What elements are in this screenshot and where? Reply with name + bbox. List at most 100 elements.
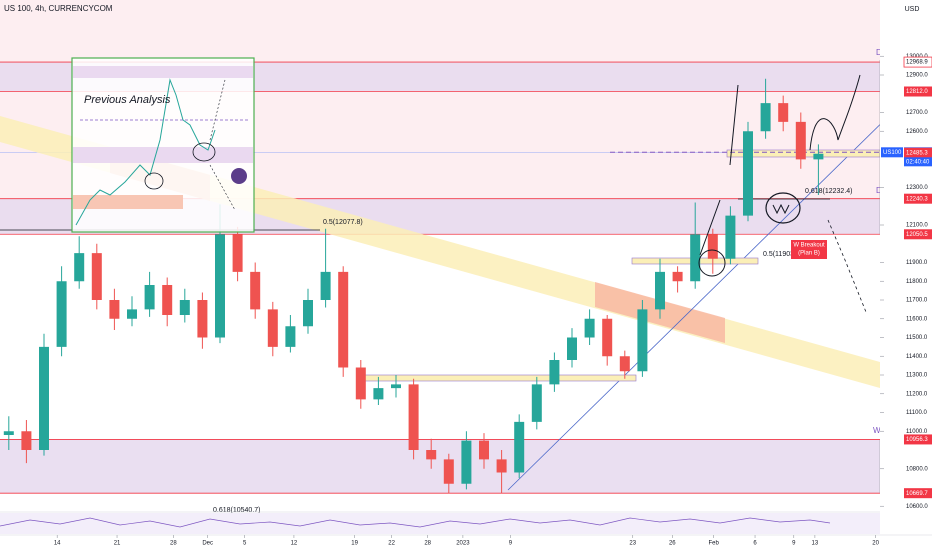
inset-zone xyxy=(73,66,253,78)
candle-body xyxy=(285,326,296,347)
inset-band xyxy=(73,195,183,209)
price-tag-label: 10956.3 xyxy=(906,437,928,443)
candle-body xyxy=(215,234,225,338)
inset: Previous Analysis xyxy=(71,57,255,233)
candle-body xyxy=(567,337,577,360)
candle-body xyxy=(549,360,560,385)
candle-body xyxy=(531,384,542,422)
y-tick-label: 11800.0 xyxy=(906,279,928,285)
x-tick-label: 12 xyxy=(291,541,298,547)
y-tick-label: 11900.0 xyxy=(906,260,928,266)
candle-body xyxy=(3,431,14,435)
inset-badge xyxy=(231,168,247,184)
countdown-tag xyxy=(904,157,932,167)
inset-price xyxy=(75,78,216,226)
price-tag xyxy=(903,56,932,68)
breakout-tag xyxy=(791,240,827,259)
candle-body xyxy=(39,346,49,450)
fib-label: 0.618(12232.4) xyxy=(805,188,852,195)
x-tick-label: 19 xyxy=(351,541,358,547)
price-tag xyxy=(904,434,932,445)
candle-body xyxy=(179,300,190,315)
projection-arrow xyxy=(699,74,861,256)
x-tick-label: 6 xyxy=(753,541,757,547)
x-tick-label: Feb xyxy=(709,541,720,547)
candle-body xyxy=(408,384,419,450)
y-tick-label: 11600.0 xyxy=(906,316,928,322)
x-tick-label: 21 xyxy=(114,541,121,547)
x-tick-label: 26 xyxy=(669,541,676,547)
pattern-letter: D xyxy=(876,48,882,57)
y-tick-label: 11100.0 xyxy=(906,410,927,416)
fib-label: 0.5(11903... xyxy=(763,251,800,258)
candle-body xyxy=(479,440,489,460)
candle-body xyxy=(443,459,454,484)
candle-body xyxy=(91,253,102,300)
candle-body xyxy=(584,318,595,338)
candle-body xyxy=(109,300,120,319)
breakout-text: (Plan B) xyxy=(798,251,820,257)
chart-title: US 100, 4h, CURRENCYCOM xyxy=(4,4,113,13)
countdown: 02:40:40 xyxy=(906,159,930,165)
x-tick-label: 13 xyxy=(812,541,819,547)
y-tick-label: 11400.0 xyxy=(906,354,928,360)
inset-arrow xyxy=(209,79,236,211)
x-tick-label: Dec xyxy=(202,541,213,547)
x-tick-label: 14 xyxy=(54,541,61,547)
candle-body xyxy=(672,271,683,282)
zone-box xyxy=(359,374,637,382)
x-tick-label: 5 xyxy=(243,541,247,547)
y-tick-label: 12100.0 xyxy=(906,223,928,229)
w-scribble xyxy=(772,203,790,215)
candle-body xyxy=(655,271,665,310)
candle-body xyxy=(197,300,208,338)
x-tick-label: 28 xyxy=(170,541,177,547)
price-axis xyxy=(880,0,932,535)
price-tag xyxy=(904,193,932,204)
y-tick-label: 12300.0 xyxy=(906,185,928,191)
y-tick-label: 11700.0 xyxy=(906,298,928,304)
price-tag xyxy=(904,147,932,158)
circle-mark xyxy=(765,192,801,224)
candle-body xyxy=(391,384,401,389)
y-tick-label: 10800.0 xyxy=(906,466,928,472)
y-tick-label: 12700.0 xyxy=(906,110,928,116)
price-tag-label: 10669.7 xyxy=(906,491,928,497)
indicator-line xyxy=(0,517,831,528)
indicator-pane xyxy=(0,513,880,534)
candle-body xyxy=(602,318,613,357)
x-tick-label: 28 xyxy=(424,541,431,547)
candle-body xyxy=(813,153,824,160)
breakout-text: W Breakout xyxy=(793,243,825,249)
candle-body xyxy=(56,281,67,347)
candle-body xyxy=(637,309,648,372)
candle-body xyxy=(760,103,771,132)
projection-arrow xyxy=(827,219,867,313)
y-tick-label: 11500.0 xyxy=(906,335,928,341)
candle-body xyxy=(426,450,437,460)
candle-body xyxy=(725,215,736,259)
candle-body xyxy=(320,271,331,300)
candle-body xyxy=(21,431,32,450)
y-tick-label: 10600.0 xyxy=(906,504,928,510)
candle-body xyxy=(795,121,806,160)
candle-body xyxy=(373,388,384,400)
candle-body xyxy=(743,131,753,216)
fib-label: 0.618(10540.7) xyxy=(213,507,260,514)
inset-title: Previous Analysis xyxy=(84,94,171,106)
currency: USD xyxy=(905,6,920,13)
candle-body xyxy=(514,421,525,473)
candle-body xyxy=(303,300,313,327)
circle-mark xyxy=(698,249,726,277)
price-tag-label: 12812.0 xyxy=(906,89,928,95)
candle-body xyxy=(619,356,630,372)
price-tag xyxy=(904,488,932,499)
price-tag-label: 12050.5 xyxy=(906,232,928,238)
trend-line xyxy=(507,99,906,491)
price-tag xyxy=(904,229,932,240)
inset-circle xyxy=(192,142,216,162)
candle-body xyxy=(690,234,701,282)
candle-body xyxy=(232,234,243,272)
